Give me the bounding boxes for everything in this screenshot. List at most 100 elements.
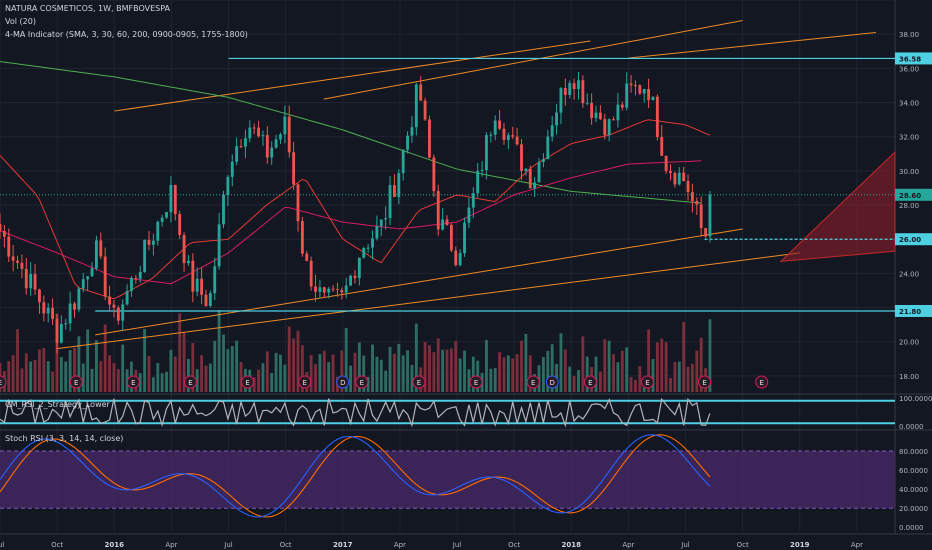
time-tick-label: 2017 bbox=[333, 541, 353, 549]
candle-body bbox=[55, 319, 59, 343]
candle-body bbox=[353, 275, 357, 279]
volume-bar bbox=[362, 355, 366, 392]
volume-bar bbox=[563, 349, 567, 392]
volume-bar bbox=[445, 349, 449, 392]
candle-body bbox=[458, 253, 462, 266]
volume-bar bbox=[33, 359, 37, 392]
volume-bar bbox=[695, 350, 699, 392]
candle-body bbox=[344, 285, 348, 293]
volume-bar bbox=[204, 365, 208, 392]
volume-bar bbox=[690, 363, 694, 392]
candle-body bbox=[279, 134, 282, 140]
volume-bar bbox=[607, 340, 611, 392]
earnings-marker bbox=[583, 375, 597, 389]
volume-bar bbox=[537, 365, 541, 392]
earnings-marker bbox=[755, 375, 769, 389]
volume-bar bbox=[625, 347, 629, 392]
volume-bar bbox=[410, 364, 414, 392]
price-tick-label: 38.00 bbox=[899, 31, 919, 39]
candle-body bbox=[33, 273, 37, 290]
volume-bar bbox=[454, 340, 458, 392]
candle-body bbox=[213, 266, 217, 294]
volume-bar bbox=[178, 313, 182, 392]
candle-body bbox=[309, 260, 313, 287]
volume-bar bbox=[239, 361, 243, 392]
candle-body bbox=[300, 221, 304, 254]
candle-body bbox=[603, 119, 607, 135]
time-tick-label: Oct bbox=[737, 541, 749, 549]
volume-bar bbox=[449, 348, 453, 392]
volume-bar bbox=[485, 339, 488, 392]
candle-body bbox=[169, 185, 173, 213]
volume-bar bbox=[397, 343, 401, 392]
volume-bar bbox=[379, 359, 383, 392]
candle-body bbox=[143, 239, 147, 272]
candle-body bbox=[90, 268, 94, 277]
candle-body bbox=[46, 307, 50, 314]
volume-bar bbox=[318, 354, 322, 392]
forecast-zone bbox=[779, 150, 896, 263]
legend-symbol: NATURA COSMETICOS, 1W, BMFBOVESPA bbox=[5, 4, 171, 13]
candle-body bbox=[195, 278, 199, 292]
candle-body bbox=[414, 84, 418, 128]
candle-body bbox=[682, 172, 686, 182]
legend-ma: 4-MA Indicator (SMA, 3, 30, 60, 200, 090… bbox=[5, 30, 248, 39]
candle-body bbox=[327, 288, 331, 293]
volume-bar bbox=[612, 354, 615, 392]
volume-bar bbox=[314, 364, 317, 392]
volume-bar bbox=[16, 329, 19, 392]
event-marker-label: E bbox=[0, 379, 2, 387]
event-markers: EEEEEEDEEEEDEEEE bbox=[0, 375, 769, 389]
volume-bar bbox=[546, 350, 550, 392]
volume-bar bbox=[414, 323, 418, 392]
candle-body bbox=[200, 278, 204, 295]
volume-bar bbox=[541, 357, 545, 392]
candle-body bbox=[261, 135, 265, 137]
candle-body bbox=[243, 138, 247, 147]
candle-body bbox=[419, 84, 423, 101]
price-tick-label: 20.00 bbox=[899, 339, 919, 347]
volume-bar bbox=[265, 351, 269, 392]
candle-body bbox=[467, 207, 471, 223]
rsi-panel: 100.0000 0.0000 bbox=[0, 395, 932, 431]
volume-bar bbox=[550, 344, 554, 392]
event-marker-label: E bbox=[74, 379, 78, 387]
price-tick-label: 34.00 bbox=[899, 100, 919, 108]
price-label-text: 26.00 bbox=[899, 236, 921, 244]
volume-bar bbox=[392, 353, 396, 392]
candle-body bbox=[392, 185, 396, 197]
volume-bar bbox=[506, 355, 510, 392]
candle-body bbox=[16, 260, 19, 263]
volume-bar bbox=[423, 341, 427, 392]
volume-bar bbox=[195, 369, 199, 392]
volume-bar bbox=[498, 352, 502, 392]
volume-bar bbox=[261, 363, 265, 392]
candle-body bbox=[51, 307, 55, 320]
volume-bar bbox=[7, 361, 11, 392]
volume-bar bbox=[436, 338, 440, 392]
candle-body bbox=[638, 85, 642, 94]
volume-bar bbox=[309, 355, 313, 392]
candle-body bbox=[506, 135, 510, 140]
volume-bar bbox=[401, 355, 405, 392]
candle-body bbox=[642, 89, 646, 94]
volume-bar bbox=[428, 345, 431, 392]
candle-body bbox=[677, 172, 681, 185]
candle-body bbox=[11, 256, 15, 261]
volume-bar bbox=[296, 330, 300, 392]
volume-bar bbox=[322, 350, 326, 392]
volume-bar bbox=[81, 363, 85, 392]
trendlines bbox=[57, 20, 877, 350]
price-label-box bbox=[895, 188, 932, 201]
candle-body bbox=[410, 127, 414, 136]
volume-bar bbox=[458, 358, 462, 392]
volume-bar bbox=[616, 362, 620, 392]
price-label-box bbox=[895, 304, 932, 317]
event-marker-label: E bbox=[588, 379, 592, 387]
time-tick-label: Oct bbox=[280, 541, 292, 549]
candle-body bbox=[68, 303, 72, 324]
event-marker-label: E bbox=[702, 379, 706, 387]
candle-body bbox=[296, 184, 300, 222]
candle-body bbox=[546, 136, 550, 160]
volume-bar bbox=[86, 329, 90, 392]
